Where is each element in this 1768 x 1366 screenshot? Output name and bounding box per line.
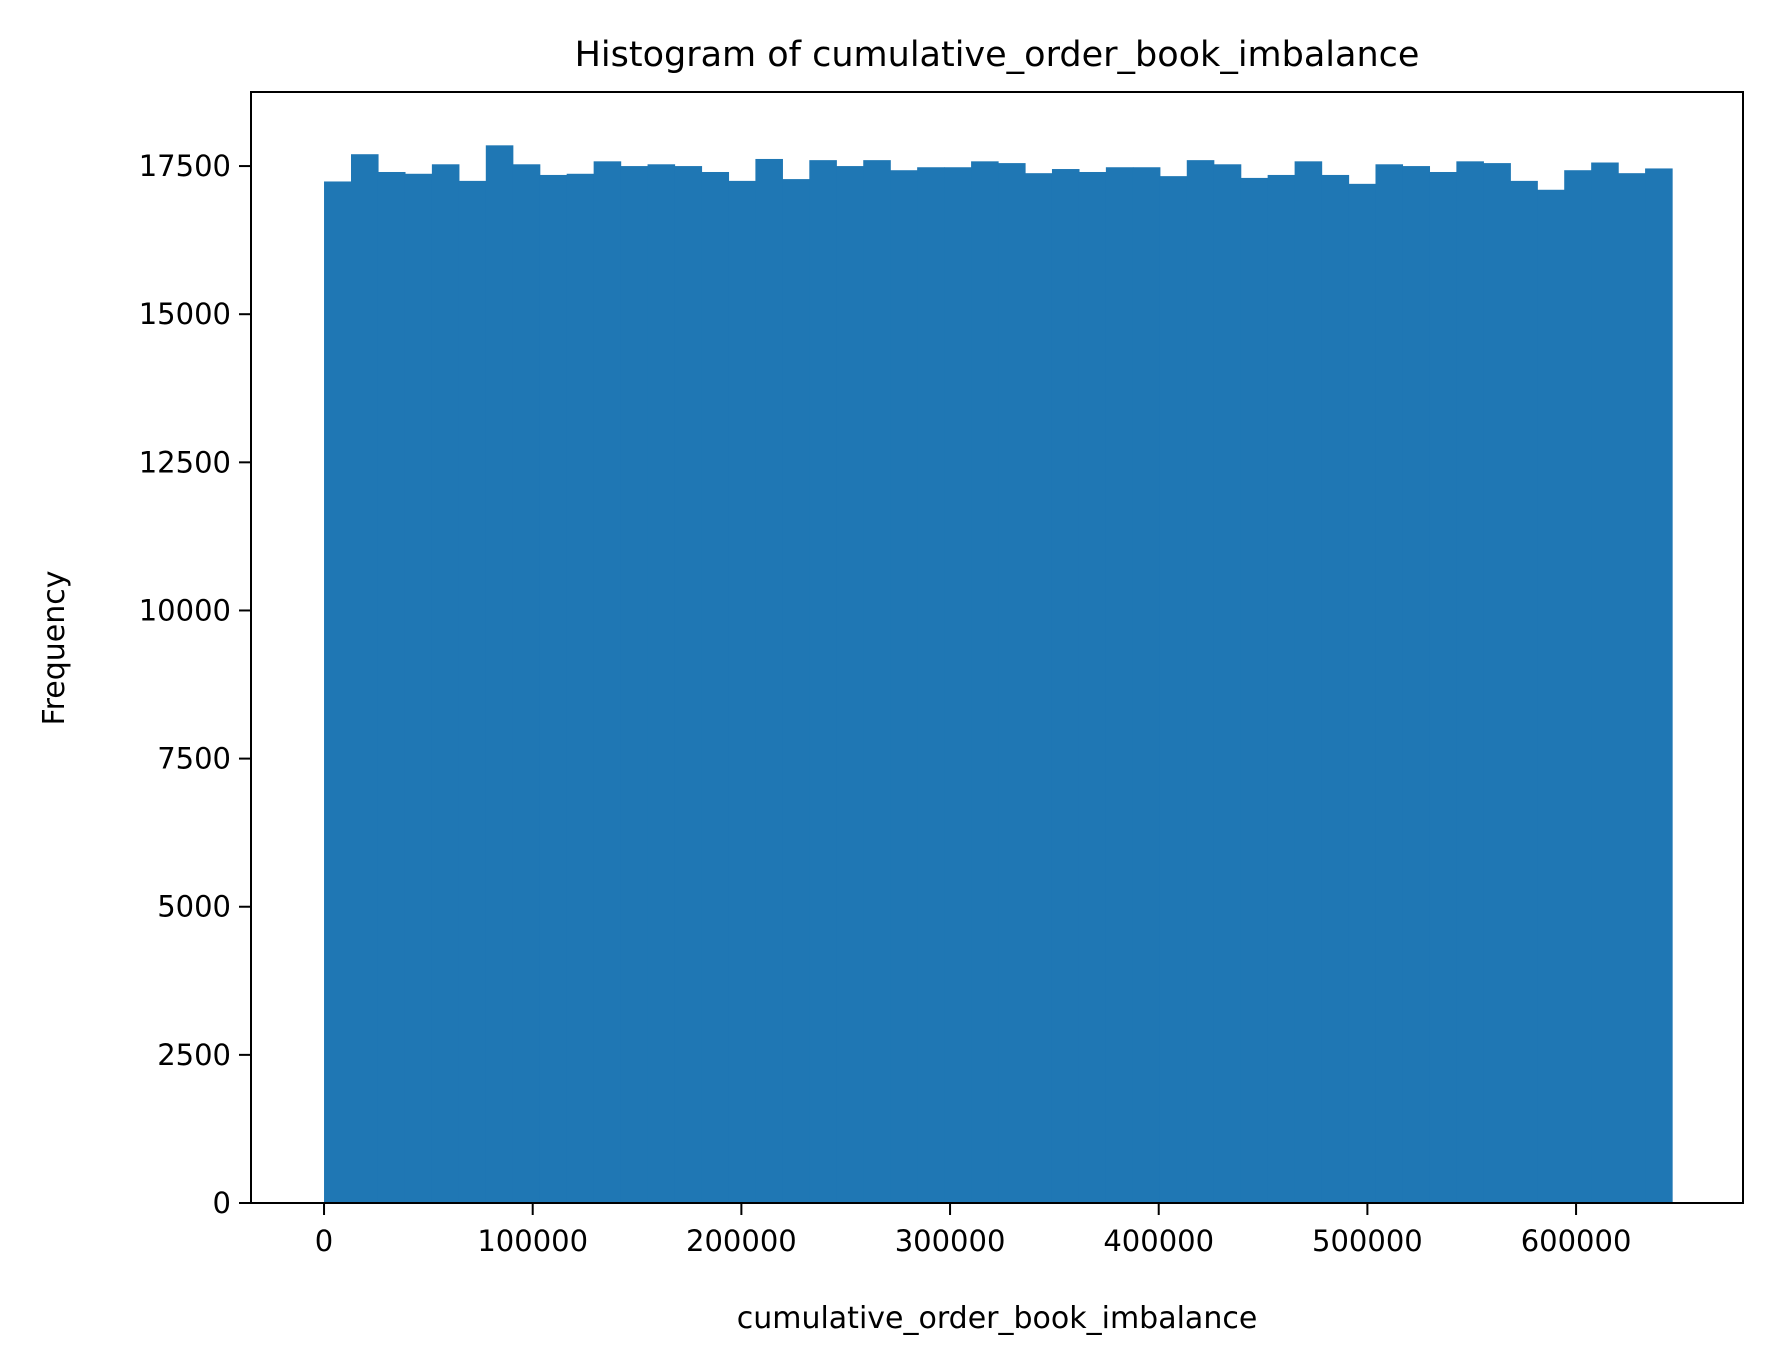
histogram-bar-10 — [593, 161, 622, 1204]
y-tick-label: 2500 — [157, 1038, 231, 1072]
y-tick-label: 17500 — [139, 149, 231, 183]
y-tick-label: 5000 — [157, 890, 231, 924]
histogram-bar-31 — [1159, 176, 1188, 1203]
histogram-bar-14 — [701, 171, 730, 1204]
histogram-bar-7 — [512, 164, 541, 1203]
x-tick-label: 300000 — [895, 1224, 1006, 1258]
histogram-bar-2 — [377, 171, 406, 1204]
histogram-bar-27 — [1051, 169, 1080, 1203]
histogram-bar-16 — [755, 158, 783, 1204]
histogram-bar-23 — [944, 167, 972, 1203]
chart-title: Histogram of cumulative_order_book_imbal… — [575, 35, 1420, 75]
y-axis-label: Frequency — [37, 571, 72, 726]
histogram-bar-36 — [1294, 161, 1323, 1204]
y-tick-label: 7500 — [157, 742, 231, 776]
histogram-bar-42 — [1456, 161, 1484, 1204]
histogram-bar-40 — [1402, 166, 1431, 1203]
histogram-bar-3 — [404, 173, 433, 1203]
histogram-bar-11 — [620, 166, 649, 1203]
x-tick-label: 600000 — [1521, 1224, 1632, 1258]
histogram-bar-41 — [1429, 171, 1457, 1204]
x-tick-label: 400000 — [1103, 1224, 1214, 1258]
histogram-bar-18 — [809, 160, 837, 1203]
histogram-bar-35 — [1267, 174, 1296, 1204]
y-tick-label: 12500 — [139, 445, 231, 479]
histogram-bar-37 — [1321, 174, 1350, 1204]
histogram-bar-38 — [1348, 183, 1377, 1204]
histogram-bar-34 — [1240, 177, 1269, 1203]
histogram-bar-25 — [998, 163, 1026, 1204]
histogram-bar-43 — [1483, 163, 1511, 1204]
x-axis-ticks: 0 100000 200000 300000 400000 500000 600000 — [315, 1203, 1632, 1258]
y-tick-label: 15000 — [139, 297, 231, 331]
histogram-bar-17 — [782, 179, 810, 1204]
histogram-bar-39 — [1375, 164, 1404, 1203]
histogram-bar-44 — [1510, 180, 1538, 1203]
histogram-bar-32 — [1186, 160, 1215, 1203]
histogram-bar-6 — [485, 145, 514, 1204]
histogram-bar-22 — [917, 167, 945, 1203]
histogram-bar-0 — [324, 181, 352, 1204]
histogram-bar-46 — [1564, 170, 1592, 1204]
x-tick-label: 500000 — [1312, 1224, 1423, 1258]
histogram-bar-15 — [728, 180, 756, 1203]
histogram-bar-19 — [836, 166, 864, 1203]
histogram-bar-30 — [1132, 167, 1161, 1203]
histogram-bar-45 — [1537, 189, 1565, 1203]
x-axis-label: cumulative_order_book_imbalance — [737, 1301, 1258, 1336]
y-axis-ticks: 0 2500 5000 7500 10000 12500 15000 17500 — [139, 149, 251, 1220]
histogram-bar-4 — [431, 164, 460, 1203]
bars-layer — [324, 145, 1673, 1204]
plot-frame — [250, 91, 1744, 1204]
histogram-bar-33 — [1213, 164, 1242, 1203]
histogram-bar-1 — [351, 154, 379, 1204]
histogram-bar-12 — [647, 164, 676, 1203]
histogram-bar-48 — [1618, 173, 1646, 1204]
histogram-bar-13 — [674, 166, 703, 1203]
histogram-bar-49 — [1645, 168, 1673, 1204]
histogram-bar-28 — [1078, 171, 1107, 1204]
histogram-bar-26 — [1025, 173, 1053, 1204]
histogram-bar-20 — [863, 160, 891, 1203]
histogram-bar-21 — [890, 170, 918, 1204]
histogram-bar-5 — [458, 180, 487, 1203]
y-tick-label: 10000 — [139, 593, 231, 627]
y-tick-label: 0 — [213, 1186, 231, 1220]
x-tick-label: 200000 — [686, 1224, 797, 1258]
histogram-bar-8 — [539, 174, 568, 1204]
histogram-bar-47 — [1591, 162, 1619, 1203]
x-tick-label: 100000 — [477, 1224, 588, 1258]
histogram-bar-24 — [971, 161, 999, 1204]
x-tick-label: 0 — [315, 1224, 333, 1258]
histogram-bar-29 — [1105, 167, 1134, 1203]
histogram-bar-9 — [566, 173, 595, 1203]
